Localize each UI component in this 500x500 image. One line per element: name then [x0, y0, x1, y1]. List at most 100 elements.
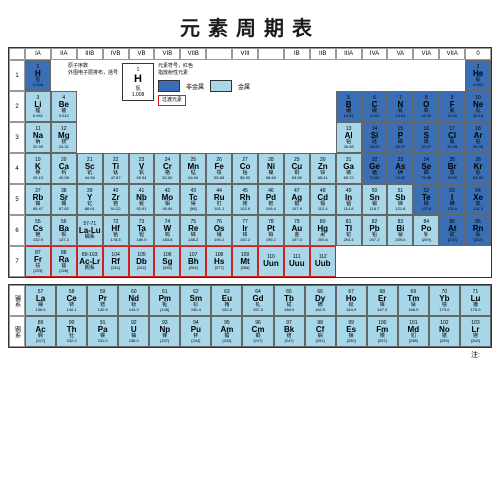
element-cell: 48Cd镉112.4 [310, 184, 336, 215]
element-cell: 49In铟114.8 [336, 184, 362, 215]
element-cell: 57La镧138.9 [25, 285, 56, 316]
element-cell: 94Pu钚[244] [180, 316, 211, 347]
element-cell: 78Pt铂195.1 [258, 215, 284, 246]
group-header: VIIB [180, 48, 206, 60]
element-cell: 82Pb铅207.2 [362, 215, 388, 246]
element-cell: 98Cf锎[251] [305, 316, 336, 347]
element-cell: 86Rn氡[222] [465, 215, 491, 246]
element-cell: 12Mg镁24.31 [51, 122, 77, 153]
element-cell: 9F氟19.00 [439, 91, 465, 122]
fblock-series-label: 锕系 [9, 316, 25, 347]
element-cell: 95Am镅[243] [211, 316, 242, 347]
group-header: IVA [362, 48, 388, 60]
periodic-table-container: IAIIAIIIBIVBVBVIBVIIBVIIIIBIIBIIIAIVAVAV… [8, 47, 492, 348]
element-cell: 13Al铝26.98 [336, 122, 362, 153]
group-header: IVB [103, 48, 129, 60]
element-cell: 61Pm钷[145] [149, 285, 180, 316]
element-cell: 16S硫32.07 [413, 122, 439, 153]
period-label: 7 [9, 246, 25, 277]
group-header: IB [284, 48, 310, 60]
element-cell: 65Tb铽158.9 [274, 285, 305, 316]
element-cell: 91Pa镤231.0 [87, 316, 118, 347]
swatch-label: 非金属 [186, 82, 204, 91]
element-cell: 60Nd钕144.2 [118, 285, 149, 316]
element-cell: 85At砹[210] [439, 215, 465, 246]
element-cell: 38Sr锶87.62 [51, 184, 77, 215]
group-header: VIII [232, 48, 258, 60]
element-cell: 17Cl氯35.45 [439, 122, 465, 153]
element-cell: 79Au金197.0 [284, 215, 310, 246]
element-cell: 72Hf铪178.5 [103, 215, 129, 246]
group-header: IA [25, 48, 51, 60]
element-cell: 101Md钔[258] [398, 316, 429, 347]
element-cell: 90Th钍232.0 [56, 316, 87, 347]
element-cell: 39Y钇88.91 [77, 184, 103, 215]
page-title: 元素周期表 [8, 12, 492, 41]
element-cell: 97Bk锫[247] [274, 316, 305, 347]
element-cell: 112Uub [310, 246, 336, 277]
element-cell: 109Mt[268] [232, 246, 258, 277]
element-cell: 35Br溴79.90 [439, 153, 465, 184]
element-cell: 30Zn锌65.41 [310, 153, 336, 184]
element-cell: 15P磷30.97 [387, 122, 413, 153]
element-cell: 19K钾39.10 [25, 153, 51, 184]
element-cell: 66Dy镝162.5 [305, 285, 336, 316]
legend-line: 指放射性元素 [158, 70, 250, 77]
element-cell: 59Pr镨140.9 [87, 285, 118, 316]
group-header [258, 48, 284, 60]
element-cell: 23V钒50.94 [129, 153, 155, 184]
element-cell: 47Ag银107.9 [284, 184, 310, 215]
period-label: 5 [9, 184, 25, 215]
legend: 原子序数 外围电子层排布，括号 1 H 氢 1.008 元素符号，红色 指放射性… [68, 63, 278, 115]
element-cell: 87Fr钫[223] [25, 246, 51, 277]
element-cell: 89-103Ac-Lr锕系 [77, 246, 103, 277]
element-cell: 75Re铼186.2 [180, 215, 206, 246]
element-cell: 27Co钴58.93 [232, 153, 258, 184]
element-cell: 28Ni镍58.69 [258, 153, 284, 184]
legend-transition: 过渡元素 [158, 95, 186, 106]
element-cell: 99Es锿[252] [336, 316, 367, 347]
fblock-series-label: 镧系 [9, 285, 25, 316]
group-header: 0 [465, 48, 491, 60]
group-header: VB [129, 48, 155, 60]
swatch-nonmetal [158, 80, 180, 92]
element-cell: 52Te碲127.6 [413, 184, 439, 215]
group-header: IIA [51, 48, 77, 60]
group-header [206, 48, 232, 60]
legend-sample-sym: H [134, 73, 142, 85]
element-cell: 53I碘126.9 [439, 184, 465, 215]
element-cell: 33As砷74.92 [387, 153, 413, 184]
element-cell: 11Na钠22.99 [25, 122, 51, 153]
element-cell: 6C碳12.01 [362, 91, 388, 122]
element-cell: 3Li锂6.941 [25, 91, 51, 122]
group-header: IIB [310, 48, 336, 60]
element-cell: 88Ra镭[226] [51, 246, 77, 277]
element-cell: 5B硼10.81 [336, 91, 362, 122]
period-label: 3 [9, 122, 25, 153]
group-header: VA [387, 48, 413, 60]
element-cell: 32Ge锗72.64 [362, 153, 388, 184]
element-cell: 81Tl铊204.4 [336, 215, 362, 246]
element-cell: 21Sc钪44.96 [77, 153, 103, 184]
element-cell: 56Ba钡137.3 [51, 215, 77, 246]
element-cell: 69Tm铥168.9 [398, 285, 429, 316]
element-cell: 70Yb镱173.0 [429, 285, 460, 316]
period-label: 1 [9, 60, 25, 91]
period-label: 6 [9, 215, 25, 246]
element-cell: 73Ta钽180.9 [129, 215, 155, 246]
note-label: 注: [471, 350, 480, 360]
element-cell: 41Nb铌92.91 [129, 184, 155, 215]
element-cell: 55Cs铯132.9 [25, 215, 51, 246]
element-cell: 46Pd钯106.4 [258, 184, 284, 215]
legend-sample-mass: 1.008 [132, 92, 145, 98]
period-label: 2 [9, 91, 25, 122]
element-cell: 14Si硅28.09 [362, 122, 388, 153]
element-cell: 7N氮14.01 [387, 91, 413, 122]
element-cell: 43Tc锝[98] [180, 184, 206, 215]
element-cell: 84Po钋[209] [413, 215, 439, 246]
element-cell: 104Rf[261] [103, 246, 129, 277]
element-cell: 62Sm钐150.4 [180, 285, 211, 316]
group-header: IIIB [77, 48, 103, 60]
element-cell: 107Bh[264] [180, 246, 206, 277]
element-cell: 68Er铒167.3 [367, 285, 398, 316]
